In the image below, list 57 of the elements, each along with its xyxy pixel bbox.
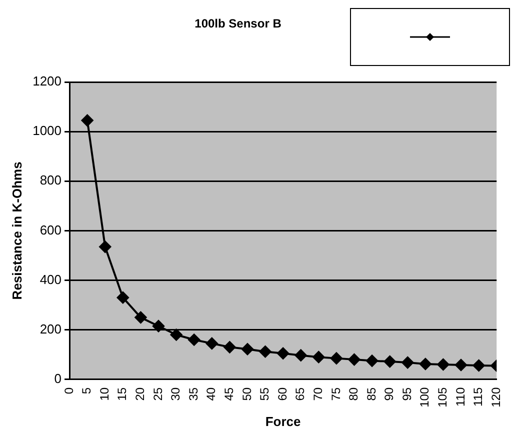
x-axis-title: Force	[265, 414, 301, 429]
point	[455, 359, 468, 372]
x-tick-label: 60	[275, 387, 290, 401]
x-tick-label: 65	[293, 387, 308, 401]
x-tick-label: 95	[400, 387, 414, 401]
x-tick-label: 120	[488, 387, 503, 408]
point	[241, 343, 254, 356]
x-tick-label: 85	[364, 387, 378, 401]
point	[437, 358, 450, 371]
x-tick-label: 5	[80, 387, 94, 394]
y-tick-label: 200	[40, 321, 62, 336]
point	[206, 337, 218, 350]
point	[366, 354, 378, 367]
point	[134, 311, 147, 324]
x-tick-label: 10	[97, 387, 112, 401]
point	[384, 356, 396, 368]
y-axis-title: Resistance in K-Ohms	[9, 162, 24, 300]
x-tick-label: 80	[346, 387, 361, 401]
x-tick-label: 35	[186, 387, 200, 401]
y-tick-label: 1000	[32, 123, 62, 138]
x-tick-label: 110	[453, 387, 468, 407]
x-tick-label: 75	[328, 387, 343, 401]
x-tick-label: 30	[168, 387, 183, 401]
point	[259, 346, 272, 358]
x-tick-label: 0	[62, 387, 76, 394]
point	[116, 292, 129, 304]
point	[348, 354, 360, 366]
x-tick-label: 70	[310, 387, 325, 401]
point	[330, 352, 342, 364]
point	[188, 334, 200, 346]
x-tick-label: 115	[471, 387, 486, 407]
y-tick-label: 400	[40, 272, 62, 287]
x-tick-label: 40	[204, 387, 218, 401]
x-tick-label: 55	[258, 387, 272, 401]
point	[99, 240, 112, 253]
point	[170, 328, 182, 341]
y-tick-label: 600	[40, 222, 62, 238]
x-tick-label: 15	[115, 387, 130, 401]
x-tick-label: 20	[133, 387, 148, 401]
x-tick-label: 45	[222, 387, 236, 401]
x-tick-label: 100	[418, 387, 432, 408]
point	[81, 114, 94, 126]
x-tick-label: 50	[240, 387, 254, 401]
x-tick-label: 25	[150, 387, 165, 401]
y-tick-label: 1200	[32, 74, 62, 89]
x-tick-label: 90	[382, 387, 396, 401]
y-tick-label: 800	[40, 172, 62, 188]
point	[294, 349, 307, 362]
point	[224, 341, 236, 354]
chart-title: 100lb Sensor B	[194, 16, 282, 30]
x-tick-label: 105	[436, 387, 450, 408]
point	[472, 360, 485, 372]
point	[277, 347, 290, 360]
point	[402, 356, 414, 369]
point	[312, 351, 325, 364]
point	[419, 358, 432, 370]
point	[152, 320, 164, 332]
